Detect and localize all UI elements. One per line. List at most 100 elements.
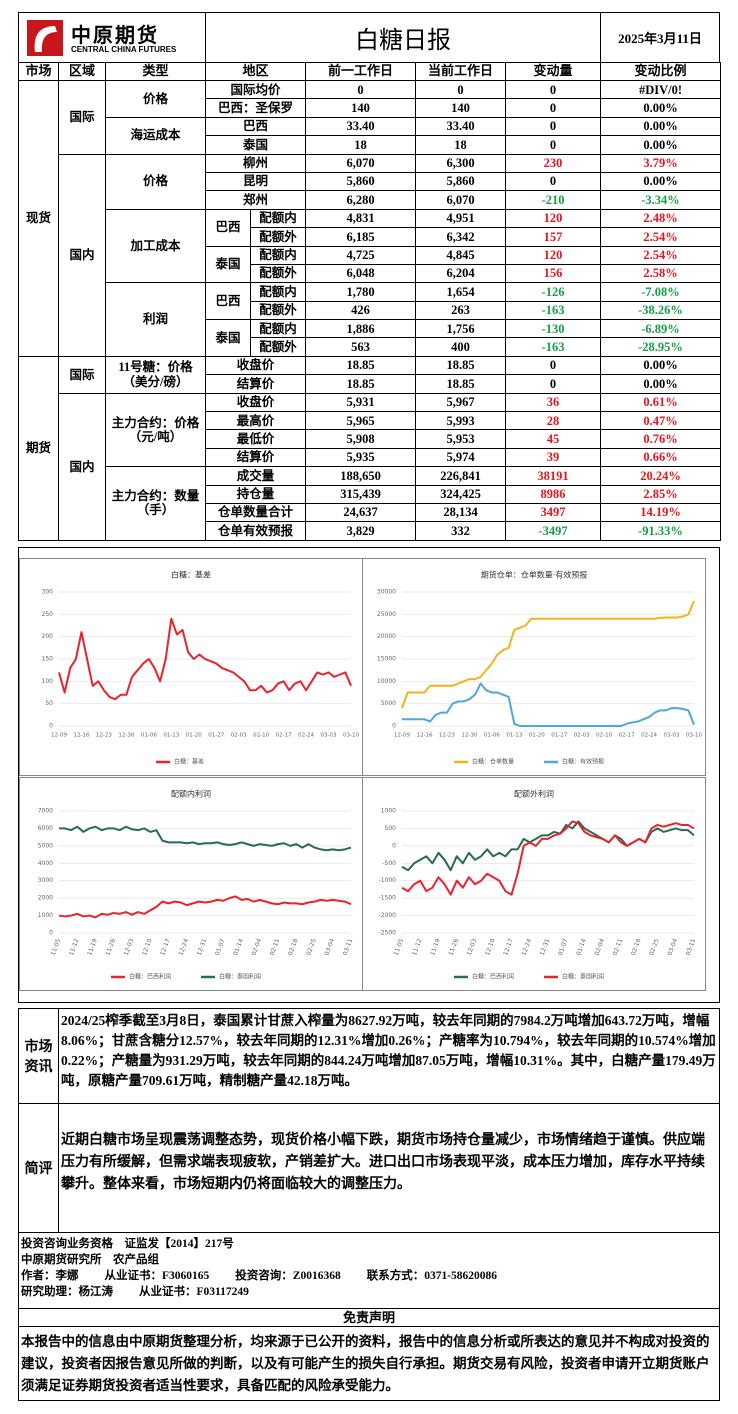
table-cell: 0.00% [600,374,722,394]
table-cell: 6,204 [415,263,507,284]
table-cell: 仓单有效预报 [204,521,307,541]
table-cell: 5,860 [305,171,417,192]
series-line [402,682,695,727]
table-cell: 188,650 [305,466,417,486]
table-cell: 28 [505,411,602,431]
table-cell: 33.40 [305,116,417,137]
x-tick-label: 01-20 [529,733,545,739]
table-cell: 6,070 [305,153,417,173]
table-cell: 38191 [505,466,602,486]
price-table: 市场 区域 类型 地区 前一工作日 当前工作日 变动量 变动比例 现货 国际 价格 国际均价 0 0 0 #… [18,62,722,541]
y-tick-label: -2500 [379,930,397,937]
table-cell: 226,841 [415,466,507,486]
x-tick-label: 01-20 [186,733,202,739]
table-cell: -3.34% [600,190,722,210]
table-row: 仓单有效预报 3,829 332 -3497 -91.33% [19,521,722,541]
table-cell: 结算价 [204,374,307,394]
table-row: 泰国 配额内 4,725 4,845 120 2.54% [19,245,722,284]
table-cell: -28.95% [600,337,722,357]
table-cell: 18.85 [305,355,417,376]
table-cell: 120 [505,208,602,229]
y-tick-label: -2000 [379,912,397,919]
logo: 中原期货 CENTRAL CHINA FUTURES [18,12,206,63]
table-cell: 0 [505,79,602,100]
y-tick-label: 4000 [38,860,53,867]
table-row: 现货 国际 价格 国际均价 0 0 0 #DIV/0! [18,79,722,357]
table-cell: 6,185 [305,227,417,247]
table-row: 泰国 配额内 1,886 1,756 -130 -6.89% [19,319,722,357]
y-tick-label: 20000 [377,633,396,640]
table-cell: 45 [505,429,602,449]
table-cell: -130 [505,319,602,339]
chart-title: 配额内利润 [171,789,211,799]
table-cell: 0.00% [600,171,722,192]
table-cell: 0 [505,98,602,118]
table-cell: 6,300 [415,153,507,173]
table-cell: 5,953 [415,429,507,449]
table-cell: 1,886 [305,319,417,339]
footer-item: 联系方式：0371-58620086 [366,1270,498,1282]
section-label: 市场资讯 [18,1008,59,1104]
x-tick-label: 02-17 [619,733,635,739]
table-cell: 400 [415,337,507,357]
footer-item: 研究助理：杨江涛 [21,1286,113,1298]
x-tick-label: 02-24 [641,733,657,739]
table-cell: 国际 [58,355,106,394]
table-cell: 期货 [18,355,59,541]
table-cell: 泰国 [204,135,307,155]
table-cell: 6,342 [415,227,507,247]
table-row: 郑州 6,280 6,070 -210 -3.34% [19,190,722,210]
table-cell: 0.47% [600,411,722,431]
table-cell: 利润 [105,282,206,357]
x-tick-label: 12-30 [461,733,477,739]
table-row: 最低价 5,908 5,953 45 0.76% [19,429,722,449]
y-tick-label: 7000 [38,808,53,815]
y-tick-label: 2000 [38,895,53,902]
y-tick-label: 200 [42,633,54,640]
table-cell: 2.54% [600,227,722,247]
y-tick-label: 6000 [38,825,53,832]
column-header: 变动量 [505,62,602,81]
legend-label: 白糖：仓单数量 [472,758,514,766]
table-row: 加工成本 巴西 配额内 4,831 4,951 120 2.48% [19,208,722,284]
table-row: 利润 巴西 配额内 1,780 1,654 -126 -7.08% [19,282,722,357]
x-tick-label: 12-23 [439,733,455,739]
table-cell: 18.85 [415,374,507,394]
column-header: 当前工作日 [415,62,507,81]
legend-label: 白糖：巴西利润 [472,973,514,981]
x-tick-label: 01-13 [163,733,179,739]
table-cell: 主力合约：数量（手） [105,466,206,541]
table-cell: 3,829 [305,521,417,541]
section-text: 2024/25榨季截至3月8日，泰国累计甘蔗入榨量为8627.92万吨，较去年同… [58,1008,720,1104]
table-cell: -126 [505,282,602,302]
y-tick-label: 30000 [377,589,396,596]
table-cell: 最高价 [204,411,307,431]
table-cell: 5,965 [305,411,417,431]
table-row: 期货 国际 11号糖：价格（美分/磅） 收盘价 18.85 18.85 0 0.00% [18,355,722,541]
table-cell: 昆明 [204,171,307,192]
table-cell: 1,780 [305,282,417,302]
y-tick-label: 0 [392,723,396,730]
x-tick-label: 02-10 [253,733,269,739]
y-tick-label: 250 [42,611,54,618]
table-cell: 315,439 [305,484,417,504]
logo-subtext: CENTRAL CHINA FUTURES [71,45,177,54]
table-cell: 0 [505,171,602,192]
table-cell: 5,908 [305,429,417,449]
x-tick-label: 01-06 [484,733,500,739]
disclaimer-title: 免责声明 [18,1308,720,1327]
x-tick-label: 12-16 [416,733,432,739]
table-row: 仓单数量合计 24,637 28,134 3497 14.19% [19,502,722,523]
legend-label: 白糖：有效预报 [562,758,604,766]
table-cell: -38.26% [600,300,722,321]
disclaimer-text: 本报告中的信息由中原期货整理分析，均来源于已公开的资料，报告中的信息分析或所表达… [18,1326,720,1401]
table-cell: 巴西 [204,116,307,137]
logo-shape [27,20,63,56]
y-tick-label: 100 [42,678,54,685]
table-cell: 国际均价 [204,79,307,100]
table-cell: 140 [415,98,507,118]
y-tick-label: 0 [49,723,53,730]
table-cell: 4,845 [415,245,507,265]
y-tick-label: 3000 [38,877,53,884]
